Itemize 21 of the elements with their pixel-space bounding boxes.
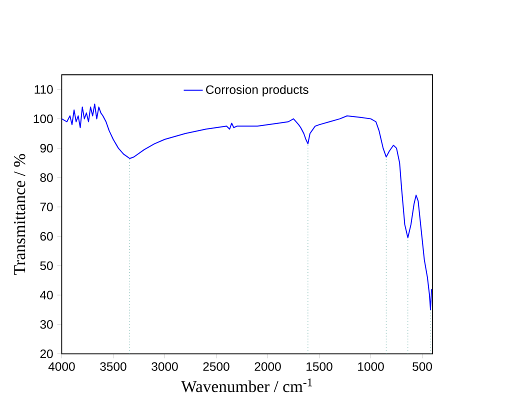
x-tick-label: 4000 <box>48 362 75 371</box>
y-tick-label: 100 <box>34 114 53 124</box>
x-tick-label: 500 <box>412 362 432 371</box>
x-axis-title: Wavenumber / cm$^{-1}$ <box>181 378 312 392</box>
x-tick-label: 2000 <box>254 362 281 371</box>
y-tick-label: 70 <box>40 202 53 212</box>
y-tick-label: 80 <box>40 173 53 182</box>
y-tick-label: 60 <box>40 232 53 241</box>
y-tick-label: 40 <box>40 290 53 300</box>
y-tick-label: 20 <box>40 350 53 358</box>
y-axis-title: Transmittance / % <box>14 154 26 275</box>
y-tick-label: 50 <box>40 261 53 270</box>
y-tick-label: 110 <box>34 85 53 94</box>
y-tick-label: 30 <box>40 320 53 329</box>
x-tick-label: 2500 <box>203 362 230 371</box>
x-tick-label: 3500 <box>100 362 126 371</box>
legend-label: Corrosion products <box>206 85 308 96</box>
y-tick-label: 90 <box>40 144 53 153</box>
x-tick-label: 3000 <box>152 362 178 371</box>
x-tick-label: 1000 <box>358 362 384 371</box>
x-tick-label: 1500 <box>306 362 332 371</box>
